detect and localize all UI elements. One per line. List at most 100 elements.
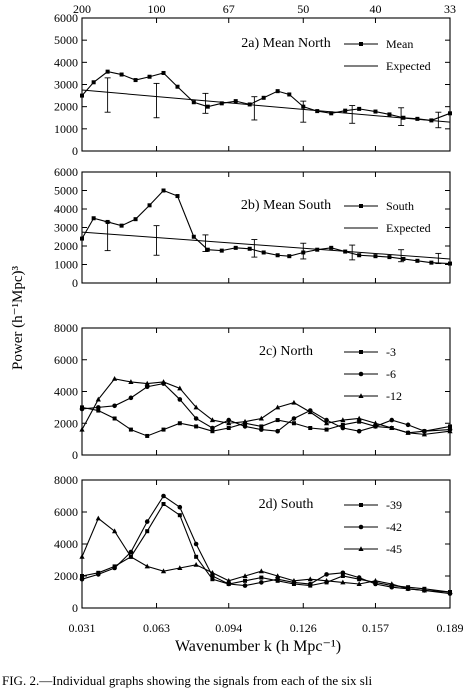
y-axis-label: Power (h⁻¹Mpc)³ [10, 266, 26, 370]
data-point [128, 427, 133, 432]
y-tick-label: 1000 [54, 122, 78, 136]
data-point [160, 379, 167, 384]
data-point [147, 74, 152, 79]
data-point [144, 380, 150, 386]
data-point [209, 570, 216, 575]
legend-label: South [386, 199, 414, 213]
chart-panel-1: 0 1000 2000 3000 4000 5000 6000 2a) Mean North M… [54, 11, 452, 158]
x-tick-label: 0.094 [215, 621, 242, 635]
data-point [191, 100, 196, 105]
data-point [275, 573, 281, 578]
x-tick-label: 0.189 [437, 621, 464, 635]
panels: 0 1000 2000 3000 4000 5000 6000 2a) Mean North M… [54, 11, 453, 615]
data-point [372, 420, 379, 426]
top-tick-label: 50 [297, 2, 309, 16]
data-point [161, 188, 166, 193]
y-tick-label: 5000 [54, 184, 78, 198]
data-point [226, 417, 232, 423]
data-point [258, 568, 264, 574]
y-tick-label: 6000 [54, 11, 78, 25]
data-point [226, 420, 232, 426]
data-point [340, 574, 345, 578]
data-point [177, 565, 183, 570]
data-point [373, 109, 378, 114]
data-point [193, 541, 199, 547]
data-point [261, 250, 266, 255]
data-point [191, 234, 196, 239]
data-point [287, 254, 292, 259]
data-point [80, 93, 84, 98]
data-point [247, 246, 252, 251]
legend-marker [358, 546, 364, 551]
data-point [261, 95, 266, 100]
data-point [161, 493, 166, 499]
y-tick-label: 2000 [54, 569, 78, 583]
series-12 [79, 376, 453, 437]
data-point [80, 236, 84, 241]
data-point [193, 416, 199, 421]
data-point [242, 418, 248, 424]
y-tick-label: 2000 [54, 100, 78, 114]
data-point [79, 406, 85, 412]
data-point [219, 101, 224, 106]
data-point [128, 549, 134, 555]
data-point [233, 99, 238, 104]
data-point [177, 504, 183, 510]
data-point [161, 502, 166, 506]
data-point [275, 404, 281, 410]
data-point [287, 92, 292, 97]
y-tick-label: 1000 [54, 258, 78, 272]
top-tick-label: 200 [73, 2, 91, 16]
data-point [233, 245, 238, 250]
data-point [96, 572, 101, 577]
legend-marker [358, 371, 364, 377]
data-point [259, 580, 264, 585]
series-south [80, 188, 452, 266]
data-point [144, 519, 150, 524]
legend-label: Expected [386, 221, 431, 235]
data-point [242, 424, 248, 429]
data-point [119, 72, 124, 77]
series-line [81, 378, 451, 435]
data-point [133, 78, 138, 83]
data-point [205, 104, 210, 109]
chart-panel-2: 0 1000 2000 3000 4000 5000 6000 2b) Mean South S… [54, 165, 452, 290]
data-point [177, 397, 183, 402]
data-point [177, 421, 182, 426]
data-point [194, 424, 199, 429]
data-point [95, 515, 101, 521]
data-point [147, 203, 152, 208]
data-point [415, 258, 420, 263]
data-point [91, 80, 96, 85]
data-point [448, 111, 452, 116]
data-point [193, 562, 199, 567]
data-point [324, 572, 329, 577]
x-tick-label: 0.157 [362, 621, 389, 635]
legend-label: -42 [386, 520, 402, 534]
data-point [112, 403, 117, 409]
y-tick-label: 0 [72, 601, 78, 615]
y-tick-label: 3000 [54, 221, 78, 235]
y-tick-label: 2000 [54, 239, 78, 253]
series-line [81, 89, 451, 123]
top-wavelength-axis: 200 100 67 50 40 33 [73, 2, 456, 16]
data-point [194, 554, 199, 559]
data-point [193, 404, 199, 410]
legend-label: -6 [386, 367, 396, 381]
data-point [275, 89, 280, 94]
y-tick-label: 0 [72, 144, 78, 158]
legend-marker [359, 503, 363, 507]
data-point [144, 384, 150, 390]
data-point [119, 223, 124, 228]
data-point [210, 577, 215, 582]
series-42 [79, 493, 453, 596]
data-point [389, 581, 395, 586]
y-tick-label: 5000 [54, 33, 78, 47]
data-point [323, 420, 330, 426]
legend-marker [359, 350, 363, 354]
data-point [447, 589, 453, 594]
data-point [112, 416, 117, 421]
top-tick-label: 40 [369, 2, 381, 16]
data-point [387, 112, 392, 117]
data-point [175, 194, 180, 199]
